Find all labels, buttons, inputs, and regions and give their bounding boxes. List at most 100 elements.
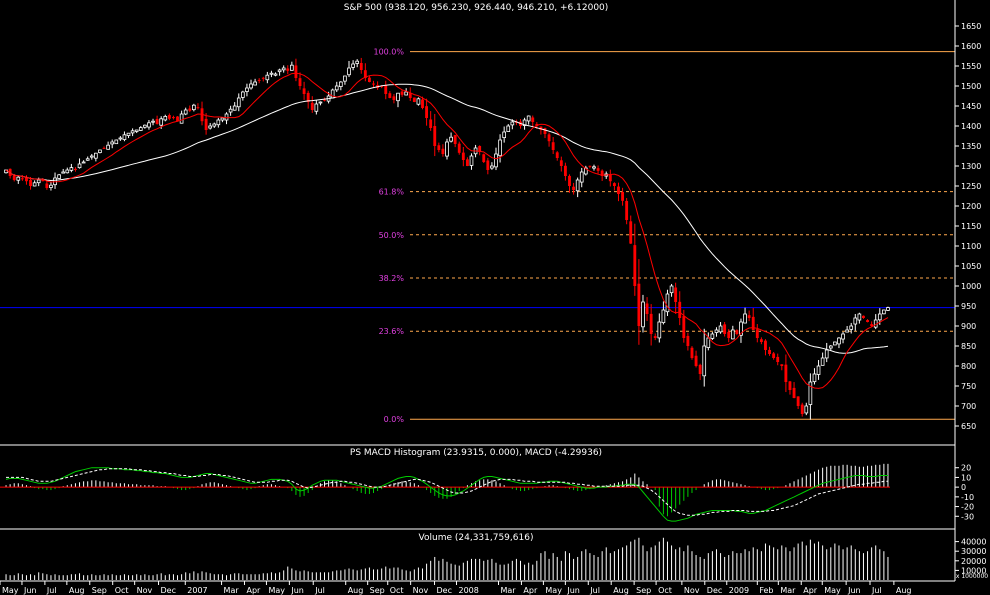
volume-y-tick-label: 20000 bbox=[961, 557, 986, 566]
candle-body bbox=[412, 97, 416, 102]
price-y-tick-label: 1350 bbox=[961, 142, 981, 151]
candle-body bbox=[151, 120, 155, 123]
candle-body bbox=[114, 139, 119, 145]
candle-body bbox=[588, 165, 592, 167]
candle-body bbox=[77, 163, 82, 169]
candle-body bbox=[122, 134, 127, 140]
candle-body bbox=[498, 139, 502, 157]
candle-body bbox=[849, 325, 854, 330]
candle-body bbox=[41, 179, 45, 182]
candle-body bbox=[828, 345, 833, 349]
volume-y-tick-label: 30000 bbox=[961, 547, 986, 556]
candle-body bbox=[812, 373, 817, 383]
price-y-tick-label: 800 bbox=[961, 362, 976, 371]
candle-body bbox=[172, 117, 175, 119]
candle-body bbox=[245, 87, 249, 92]
candle-body bbox=[45, 183, 49, 188]
candle-body bbox=[764, 340, 767, 350]
candle-body bbox=[796, 396, 800, 406]
candle-body bbox=[163, 116, 168, 121]
candle-body bbox=[772, 353, 776, 358]
candle-body bbox=[429, 119, 433, 128]
candle-body bbox=[281, 67, 286, 71]
candle-body bbox=[143, 124, 147, 128]
x-axis: May Jun Jul Aug Sep Oct Nov Dec 2007 Mar Apr May Jun… bbox=[0, 581, 912, 595]
candle-body bbox=[490, 165, 494, 169]
candle-body bbox=[653, 336, 657, 338]
candle-body bbox=[61, 171, 66, 174]
candle-body bbox=[130, 130, 135, 134]
candle-body bbox=[421, 99, 424, 108]
x-axis-tick-label: Dec bbox=[161, 586, 176, 595]
candle-body bbox=[236, 97, 241, 108]
candle-body bbox=[583, 167, 588, 175]
candle-body bbox=[539, 126, 543, 130]
candle-body bbox=[98, 149, 102, 153]
candle-body bbox=[547, 134, 551, 142]
price-y-tick-label: 1200 bbox=[961, 202, 981, 211]
candle-body bbox=[743, 313, 747, 324]
x-axis-tick-label: Nov bbox=[684, 586, 700, 595]
candle-body bbox=[286, 68, 290, 71]
candle-body bbox=[579, 171, 584, 183]
moving-averages bbox=[5, 72, 889, 389]
candle-body bbox=[682, 316, 686, 338]
volume-panel-title: Volume (24,331,759,616) bbox=[419, 533, 534, 543]
candle-body bbox=[306, 92, 310, 102]
candle-body bbox=[388, 93, 392, 98]
candle-body bbox=[212, 123, 217, 127]
candle-body bbox=[188, 108, 192, 111]
candle-body bbox=[12, 175, 16, 180]
volume-y-tick-label: 10000 bbox=[961, 566, 986, 575]
x-axis-tick-label: Apr bbox=[803, 586, 818, 595]
x-axis-tick-label: Jun bbox=[847, 586, 861, 595]
candle-body bbox=[784, 364, 788, 382]
candle-body bbox=[355, 60, 360, 64]
candle-body bbox=[396, 92, 400, 102]
candle-body bbox=[792, 387, 796, 398]
x-axis-tick-label: Feb bbox=[759, 586, 773, 595]
candle-body bbox=[363, 70, 367, 78]
fib-level-label: 0.0% bbox=[384, 415, 405, 424]
candle-body bbox=[759, 339, 763, 342]
volume-y-tick-label: 40000 bbox=[961, 538, 986, 547]
candle-body bbox=[824, 349, 829, 359]
x-axis-tick-label: Jun bbox=[566, 586, 580, 595]
candle-body bbox=[347, 67, 351, 76]
price-y-tick-label: 1000 bbox=[961, 282, 981, 291]
candle-body bbox=[694, 355, 698, 366]
candle-body bbox=[555, 152, 559, 158]
candle-body bbox=[718, 325, 723, 333]
x-axis-tick-label: Oct bbox=[115, 586, 129, 595]
candle-body bbox=[706, 337, 711, 348]
candle-body bbox=[837, 337, 841, 345]
candle-body bbox=[425, 106, 429, 118]
fib-level-label: 100.0% bbox=[373, 48, 404, 57]
candle-body bbox=[102, 147, 106, 149]
candle-body bbox=[57, 174, 61, 179]
candle-body bbox=[575, 179, 580, 192]
candle-body bbox=[751, 316, 755, 330]
candle-body bbox=[486, 160, 490, 170]
price-y-tick-label: 900 bbox=[961, 322, 976, 331]
candle-body bbox=[678, 301, 682, 318]
x-axis-tick-label: Jun bbox=[23, 586, 37, 595]
candle-body bbox=[657, 321, 662, 339]
candle-body bbox=[192, 104, 196, 111]
candle-body bbox=[804, 405, 809, 414]
candle-body bbox=[16, 176, 21, 181]
candle-body bbox=[445, 141, 449, 157]
price-y-tick-label: 1450 bbox=[961, 102, 981, 111]
fib-level-label: 50.0% bbox=[379, 231, 405, 240]
macd-y-tick-label: -30 bbox=[961, 512, 974, 521]
moving-average-line bbox=[5, 83, 889, 354]
x-axis-tick-label: Aug bbox=[69, 586, 85, 595]
x-axis-tick-label: Sep bbox=[370, 586, 385, 595]
price-panel-title: S&P 500 (938.120, 956.230, 926.440, 946.… bbox=[344, 3, 609, 13]
x-axis-tick-label: May bbox=[2, 586, 19, 595]
candle-body bbox=[563, 165, 567, 176]
candle-body bbox=[568, 175, 571, 186]
x-axis-tick-label: Nov bbox=[137, 586, 153, 595]
